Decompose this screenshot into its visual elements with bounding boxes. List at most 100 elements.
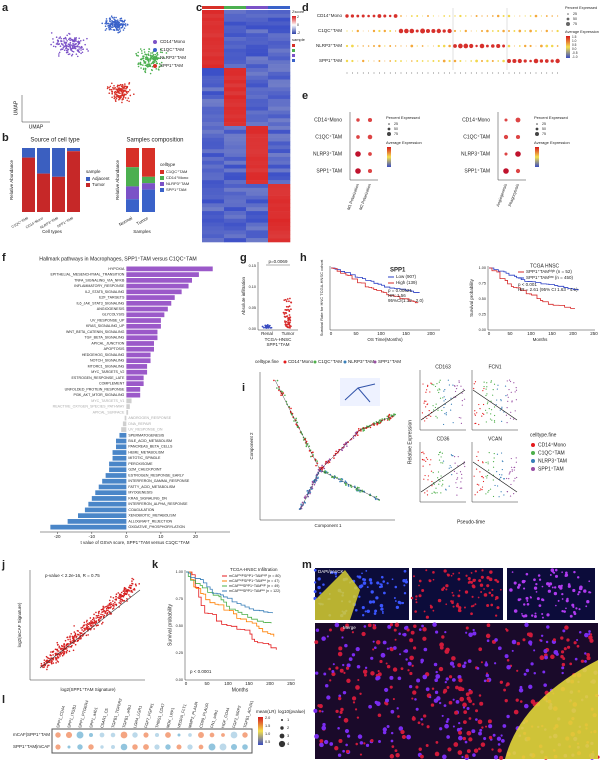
umap-cell: [163, 56, 165, 59]
bar: [126, 381, 144, 387]
legend-swatch: [567, 13, 569, 15]
umap-cell: [114, 20, 116, 22]
umap-cell: [117, 28, 119, 31]
dot: [534, 14, 538, 18]
cell-signal: [458, 589, 461, 592]
umap-cell: [106, 20, 108, 22]
trend-line: [472, 389, 518, 421]
image-tile: [507, 568, 595, 620]
cell: [336, 451, 339, 454]
x-tick-label: 100: [224, 681, 232, 686]
dot: [427, 15, 429, 17]
heatmap-cell: [224, 176, 247, 181]
cell: [432, 405, 434, 407]
point: [66, 636, 68, 639]
heatmap-cell: [246, 33, 269, 38]
y-tick-label: 0.50: [479, 297, 486, 301]
dot: [432, 45, 434, 47]
heatmap-cell: [224, 222, 247, 227]
cell-signal: [450, 600, 453, 603]
bar-segment: [22, 148, 35, 158]
cell: [481, 415, 483, 417]
heatmap-cell: [268, 95, 291, 100]
cell-signal: [422, 636, 427, 641]
cell: [431, 492, 433, 494]
cell: [513, 493, 515, 495]
cell: [344, 480, 347, 483]
heatmap-cell: [202, 211, 225, 216]
point: [55, 652, 57, 655]
heatmap-cell: [202, 129, 225, 135]
dot: [470, 15, 472, 17]
x-tick-label: 10: [158, 534, 164, 539]
cell-signal: [530, 662, 534, 666]
dot: [67, 745, 71, 749]
cell-signal: [326, 635, 329, 638]
heatmap-cell: [246, 203, 269, 208]
cell-signal: [445, 720, 449, 723]
dot: [357, 60, 359, 62]
point: [105, 609, 108, 612]
heatmap-cell: [268, 199, 291, 204]
point: [55, 662, 57, 664]
cell-signal: [485, 661, 488, 664]
cell: [493, 457, 495, 459]
cell: [317, 477, 319, 480]
point: [52, 662, 55, 664]
dot: [384, 60, 386, 62]
heatmap-cell: [268, 141, 291, 146]
cell-signal: [494, 598, 497, 601]
heatmap-cell: [268, 211, 291, 216]
bar: [126, 266, 213, 272]
inset-trajectory: [344, 383, 376, 403]
dot: [422, 15, 424, 17]
cell: [442, 479, 444, 482]
umap-cell: [116, 85, 119, 88]
cell-signal: [364, 610, 367, 613]
cell-signal: [483, 737, 487, 741]
point: [290, 308, 292, 311]
cell: [476, 483, 478, 485]
dot: [132, 732, 138, 738]
point: [122, 595, 125, 598]
cell-signal: [444, 680, 447, 684]
cell-signal: [358, 595, 361, 598]
heatmap-cell: [224, 141, 247, 146]
x-tick-label: 0: [125, 534, 128, 539]
point: [65, 650, 68, 653]
cell: [293, 420, 295, 422]
cell-signal: [455, 699, 460, 704]
umap-cell: [111, 92, 113, 94]
dot: [437, 44, 440, 48]
heatmap-cell: [224, 184, 247, 189]
cell-signal: [519, 598, 522, 601]
cell: [425, 406, 427, 408]
dot: [77, 744, 83, 750]
inset: [340, 378, 380, 406]
point: [71, 635, 74, 638]
cell-signal: [372, 625, 377, 630]
legend-label: mCAFˡᵒʷSPP1⁺TAMˡᵒʷ (n = 122): [229, 589, 280, 593]
heatmap-cell: [246, 207, 269, 212]
cell: [442, 460, 445, 462]
heatmap-cell: [268, 91, 291, 96]
dot: [486, 59, 489, 63]
cell-signal: [462, 664, 466, 669]
umap-cell: [61, 48, 64, 51]
point: [69, 638, 71, 640]
cell-signal: [380, 575, 384, 579]
point: [122, 590, 125, 592]
umap-cell: [147, 54, 150, 57]
bar: [126, 375, 144, 381]
point: [284, 316, 287, 318]
umap-cell: [66, 45, 69, 47]
cell-signal: [407, 669, 410, 672]
cell: [458, 381, 460, 383]
cell: [353, 485, 356, 488]
point: [122, 592, 125, 595]
point: [127, 589, 130, 591]
cell-signal: [526, 602, 530, 606]
cell-signal: [533, 586, 538, 590]
heatmap-cell: [246, 176, 269, 181]
cell: [444, 398, 447, 401]
